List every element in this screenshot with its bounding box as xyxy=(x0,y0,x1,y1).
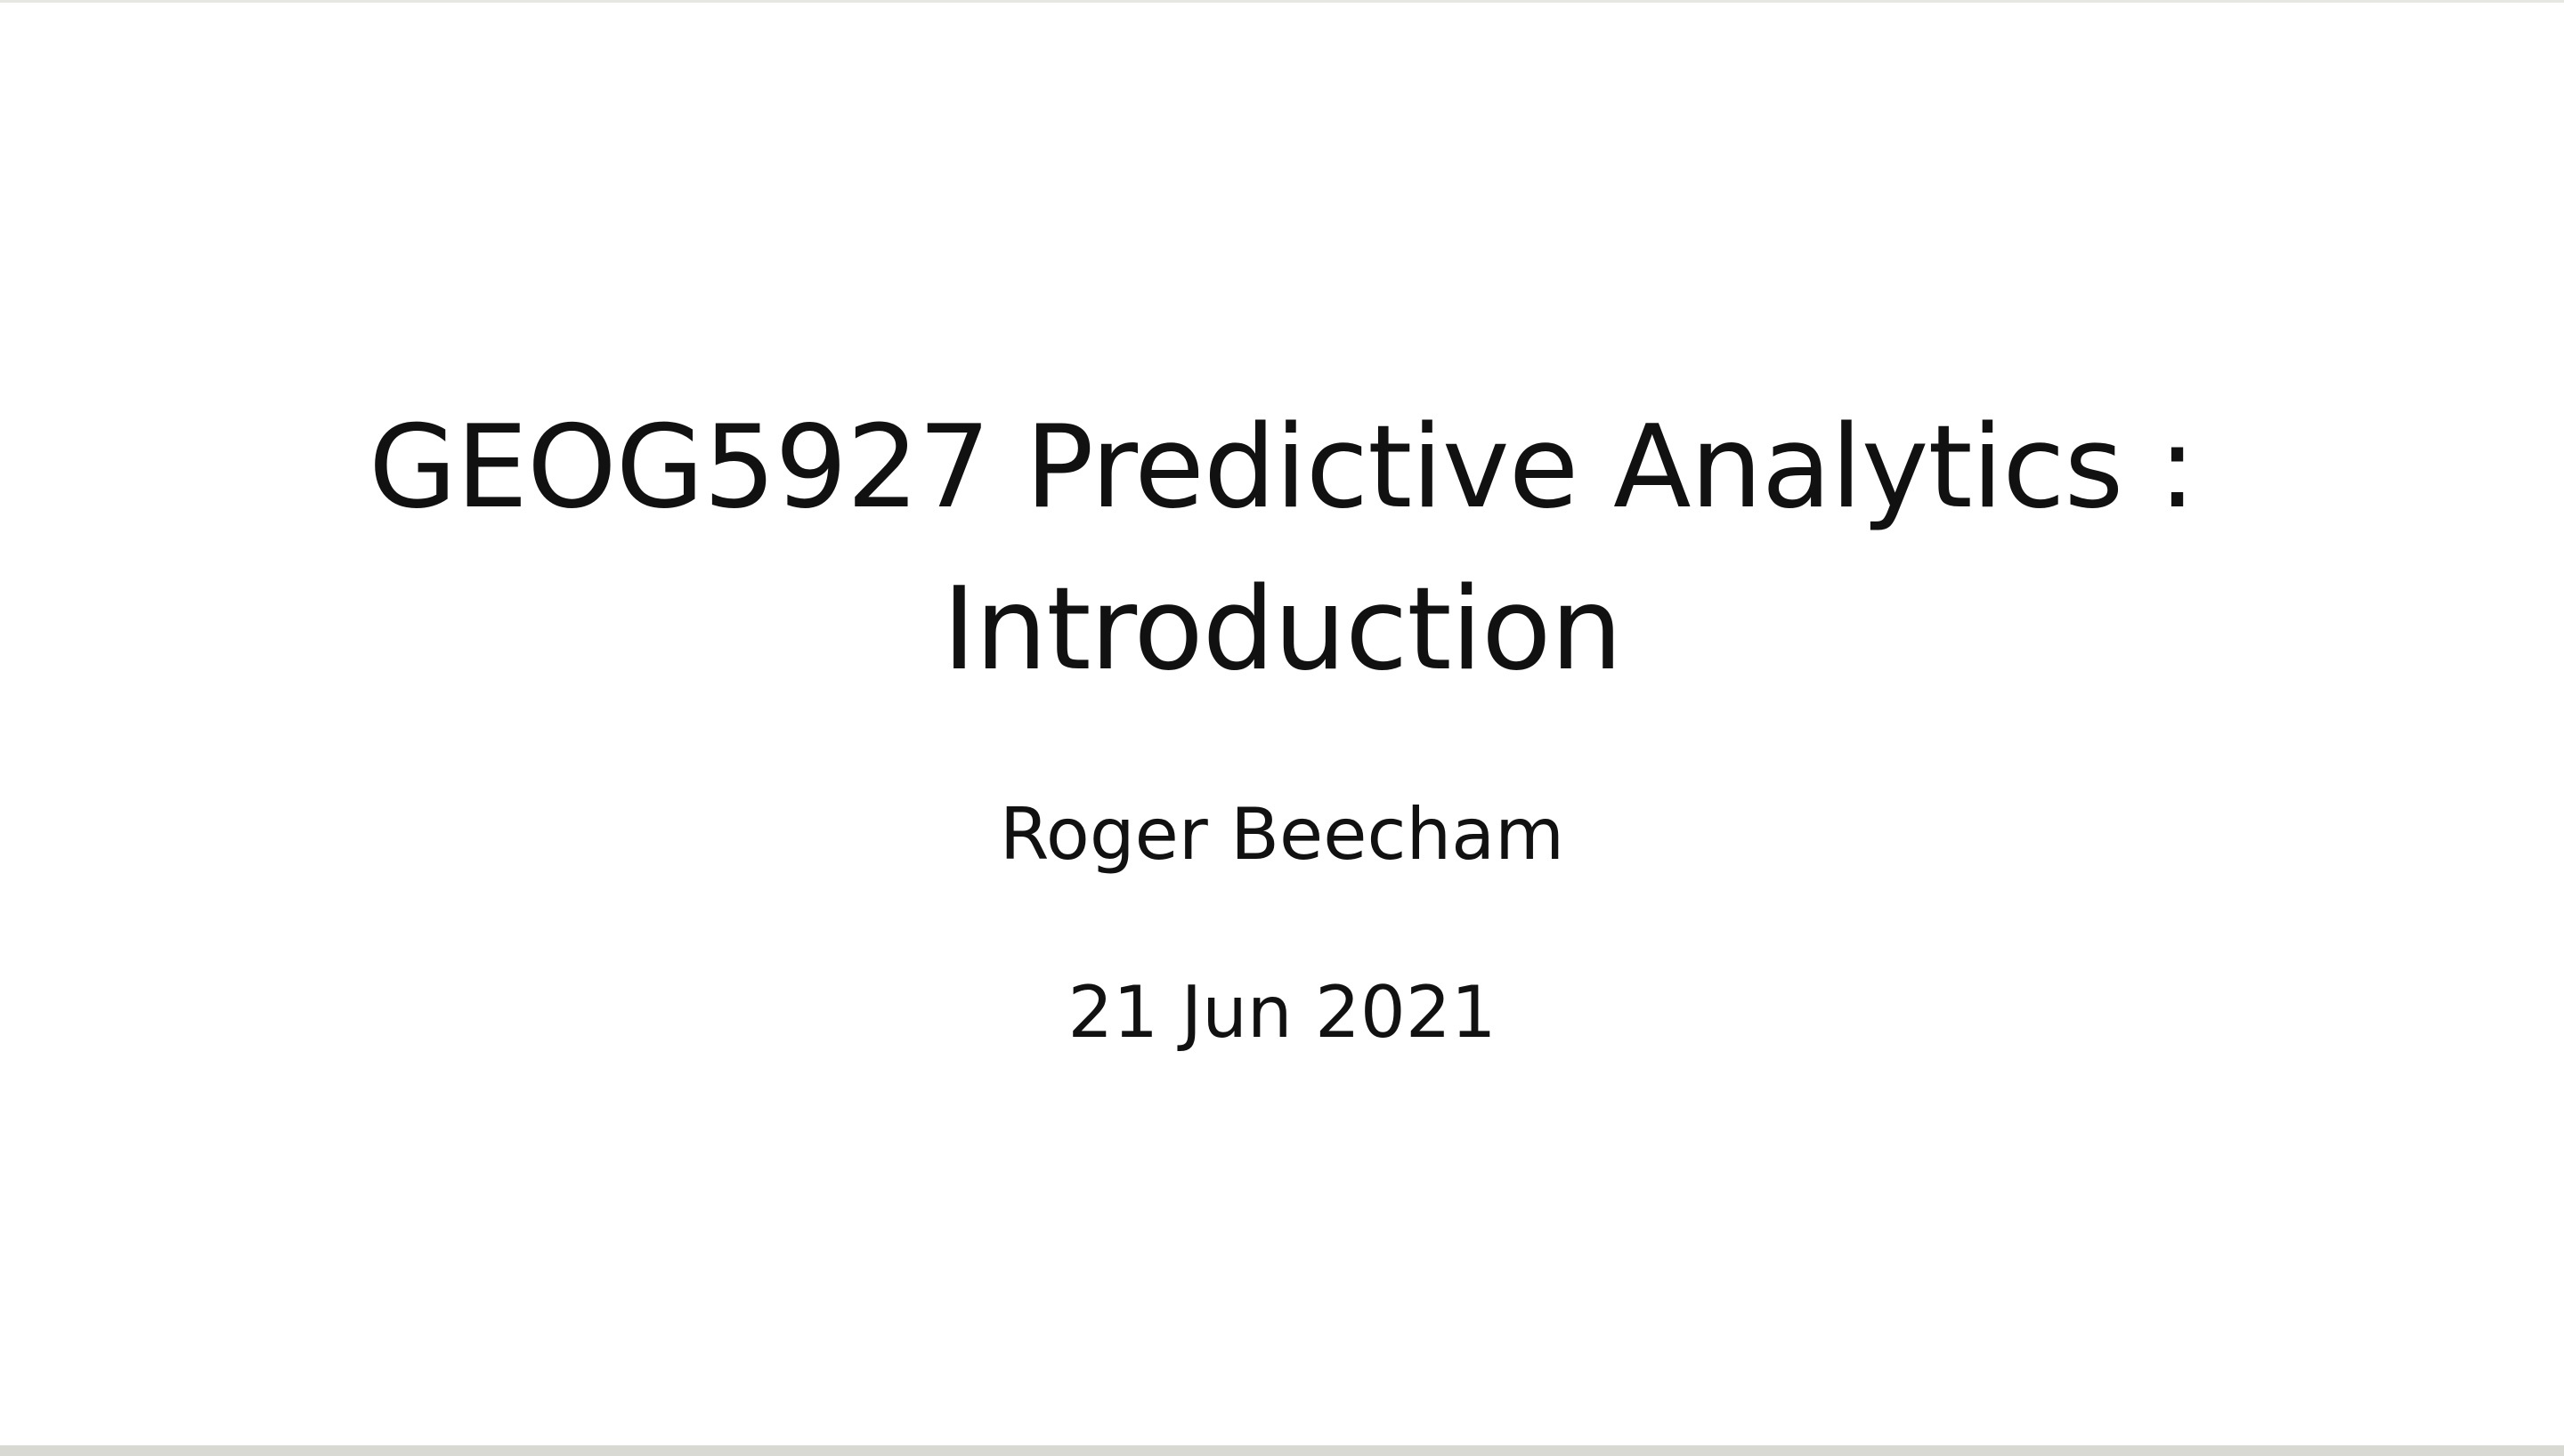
bottom-bar xyxy=(0,1445,2564,1456)
slide-title-line-2: Introduction xyxy=(942,563,1622,696)
slide-title-line-1: GEOG5927 Predictive Analytics : xyxy=(368,401,2196,534)
slide-author: Roger Beecham xyxy=(999,793,1565,876)
slide-title: GEOG5927 Predictive Analytics : Introduc… xyxy=(0,387,2564,711)
slide-date: 21 Jun 2021 xyxy=(1067,971,1497,1054)
